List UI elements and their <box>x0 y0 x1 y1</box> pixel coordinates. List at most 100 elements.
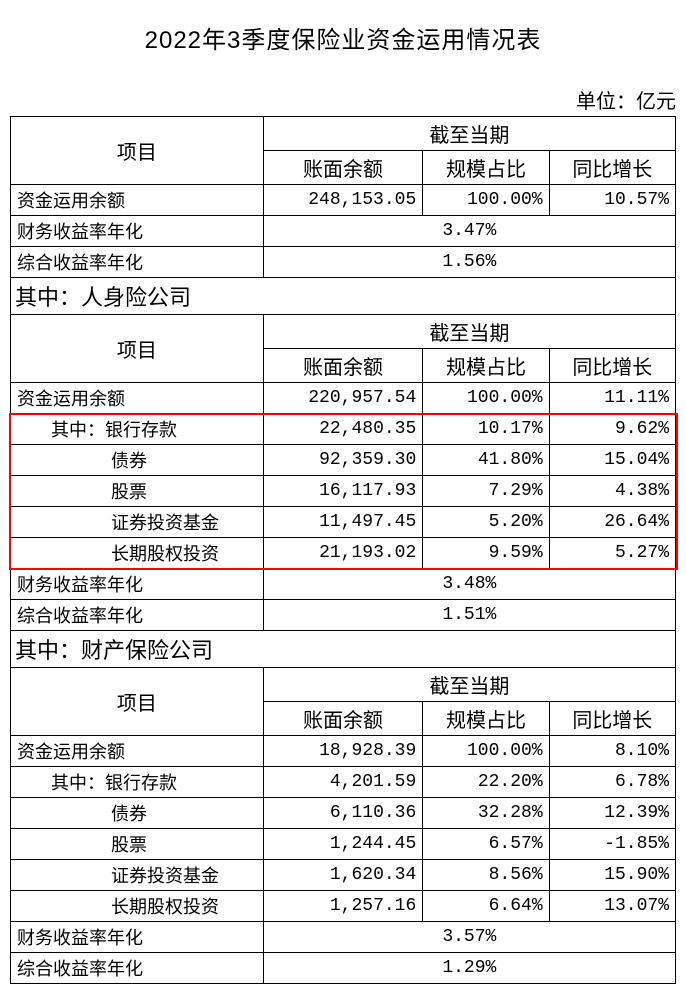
cell-value: 8.56% <box>423 860 549 891</box>
table-row: 资金运用余额 18,928.39 100.00% 8.10% <box>11 736 676 767</box>
cell-value: 15.90% <box>549 860 675 891</box>
cell-value: 7.29% <box>423 476 549 507</box>
col-header-period: 截至当期 <box>263 315 675 349</box>
cell-value: 12.39% <box>549 798 675 829</box>
row-label: 其中：银行存款 <box>11 767 264 798</box>
cell-value: 15.04% <box>549 445 675 476</box>
table-row: 债券 92,359.30 41.80% 15.04% <box>11 445 676 476</box>
row-label: 资金运用余额 <box>11 736 264 767</box>
cell-value: 16,117.93 <box>263 476 423 507</box>
cell-value: 248,153.05 <box>263 185 423 216</box>
table-container: 项目 截至当期 账面余额 规模占比 同比增长 资金运用余额 248,153.05… <box>10 116 676 984</box>
cell-value: 6.78% <box>549 767 675 798</box>
table-row: 证券投资基金 1,620.34 8.56% 15.90% <box>11 860 676 891</box>
cell-value: 10.57% <box>549 185 675 216</box>
cell-value: 100.00% <box>423 185 549 216</box>
row-label: 长期股权投资 <box>11 538 264 569</box>
table-row: 资金运用余额 248,153.05 100.00% 10.57% <box>11 185 676 216</box>
cell-value: 100.00% <box>423 383 549 414</box>
cell-value: 1,244.45 <box>263 829 423 860</box>
table-row: 其中：银行存款 22,480.35 10.17% 9.62% <box>11 414 676 445</box>
row-label: 证券投资基金 <box>11 860 264 891</box>
table-row: 财务收益率年化 3.48% <box>11 569 676 600</box>
cell-value: 5.20% <box>423 507 549 538</box>
row-label: 长期股权投资 <box>11 891 264 922</box>
cell-value: -1.85% <box>549 829 675 860</box>
row-label: 债券 <box>11 445 264 476</box>
table-row: 财务收益率年化 3.57% <box>11 922 676 953</box>
row-label: 资金运用余额 <box>11 383 264 414</box>
col-header-ratio: 规模占比 <box>423 702 549 736</box>
cell-value: 22.20% <box>423 767 549 798</box>
cell-value: 1,620.34 <box>263 860 423 891</box>
section-title-life: 其中：人身险公司 <box>11 278 676 315</box>
col-header-yoy: 同比增长 <box>549 151 675 185</box>
col-header-ratio: 规模占比 <box>423 151 549 185</box>
cell-value: 1,257.16 <box>263 891 423 922</box>
row-label: 其中：银行存款 <box>11 414 264 445</box>
section-title-property: 其中：财产保险公司 <box>11 631 676 668</box>
header-row: 项目 截至当期 <box>11 117 676 151</box>
cell-value: 4,201.59 <box>263 767 423 798</box>
main-table: 项目 截至当期 账面余额 规模占比 同比增长 资金运用余额 248,153.05… <box>10 116 676 984</box>
col-header-item: 项目 <box>11 117 264 185</box>
cell-value: 32.28% <box>423 798 549 829</box>
cell-value: 1.29% <box>263 953 675 984</box>
cell-value: 8.10% <box>549 736 675 767</box>
section-row: 其中：人身险公司 <box>11 278 676 315</box>
cell-value: 18,928.39 <box>263 736 423 767</box>
table-row: 股票 16,117.93 7.29% 4.38% <box>11 476 676 507</box>
cell-value: 92,359.30 <box>263 445 423 476</box>
row-label: 债券 <box>11 798 264 829</box>
col-header-ratio: 规模占比 <box>423 349 549 383</box>
cell-value: 5.27% <box>549 538 675 569</box>
table-row: 长期股权投资 1,257.16 6.64% 13.07% <box>11 891 676 922</box>
col-header-item: 项目 <box>11 668 264 736</box>
col-header-item: 项目 <box>11 315 264 383</box>
row-label: 资金运用余额 <box>11 185 264 216</box>
cell-value: 3.57% <box>263 922 675 953</box>
cell-value: 4.38% <box>549 476 675 507</box>
table-row: 财务收益率年化 3.47% <box>11 216 676 247</box>
row-label: 股票 <box>11 476 264 507</box>
cell-value: 10.17% <box>423 414 549 445</box>
cell-value: 1.51% <box>263 600 675 631</box>
row-label: 股票 <box>11 829 264 860</box>
header-row: 项目 截至当期 <box>11 668 676 702</box>
cell-value: 9.59% <box>423 538 549 569</box>
cell-value: 11,497.45 <box>263 507 423 538</box>
table-row: 证券投资基金 11,497.45 5.20% 26.64% <box>11 507 676 538</box>
cell-value: 1.56% <box>263 247 675 278</box>
row-label: 综合收益率年化 <box>11 600 264 631</box>
row-label: 综合收益率年化 <box>11 247 264 278</box>
cell-value: 22,480.35 <box>263 414 423 445</box>
cell-value: 26.64% <box>549 507 675 538</box>
table-row: 综合收益率年化 1.56% <box>11 247 676 278</box>
cell-value: 41.80% <box>423 445 549 476</box>
table-row: 债券 6,110.36 32.28% 12.39% <box>11 798 676 829</box>
cell-value: 21,193.02 <box>263 538 423 569</box>
row-label: 财务收益率年化 <box>11 922 264 953</box>
table-row: 综合收益率年化 1.29% <box>11 953 676 984</box>
table-row: 综合收益率年化 1.51% <box>11 600 676 631</box>
cell-value: 3.47% <box>263 216 675 247</box>
unit-label: 单位：亿元 <box>10 85 676 114</box>
col-header-period: 截至当期 <box>263 117 675 151</box>
cell-value: 3.48% <box>263 569 675 600</box>
cell-value: 100.00% <box>423 736 549 767</box>
col-header-book: 账面余额 <box>263 349 423 383</box>
cell-value: 220,957.54 <box>263 383 423 414</box>
row-label: 证券投资基金 <box>11 507 264 538</box>
col-header-book: 账面余额 <box>263 702 423 736</box>
col-header-yoy: 同比增长 <box>549 702 675 736</box>
cell-value: 11.11% <box>549 383 675 414</box>
cell-value: 9.62% <box>549 414 675 445</box>
col-header-yoy: 同比增长 <box>549 349 675 383</box>
table-row: 资金运用余额 220,957.54 100.00% 11.11% <box>11 383 676 414</box>
row-label: 综合收益率年化 <box>11 953 264 984</box>
row-label: 财务收益率年化 <box>11 569 264 600</box>
table-row: 长期股权投资 21,193.02 9.59% 5.27% <box>11 538 676 569</box>
header-row: 项目 截至当期 <box>11 315 676 349</box>
col-header-period: 截至当期 <box>263 668 675 702</box>
col-header-book: 账面余额 <box>263 151 423 185</box>
